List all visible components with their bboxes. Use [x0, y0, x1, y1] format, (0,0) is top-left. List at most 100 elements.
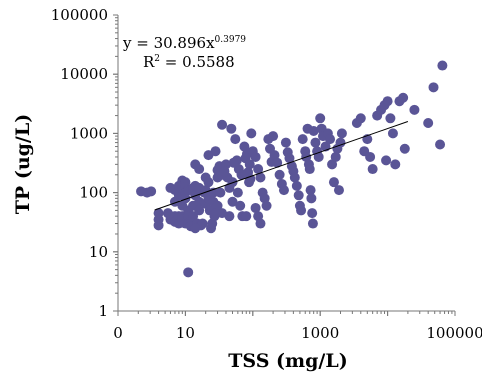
- r-squared-label: R: [143, 53, 155, 71]
- data-point: [255, 172, 266, 183]
- y-tick-label: 10000: [60, 65, 108, 83]
- data-point: [336, 128, 347, 139]
- data-points: [136, 60, 448, 278]
- data-point: [367, 164, 378, 175]
- data-point: [272, 157, 283, 168]
- data-point: [227, 177, 238, 188]
- trendline: [154, 121, 409, 211]
- data-point: [210, 146, 221, 157]
- x-tick-label: 100000: [426, 324, 482, 342]
- data-point: [253, 164, 264, 175]
- y-axis-title: TP (ug/L): [12, 114, 34, 214]
- y-tick-label: 100000: [51, 6, 108, 24]
- data-point: [230, 134, 241, 145]
- data-point: [387, 128, 398, 139]
- data-point: [146, 186, 157, 197]
- data-point: [236, 169, 247, 180]
- data-point: [245, 173, 256, 184]
- r-squared-value: = 0.5588: [160, 53, 235, 71]
- data-point: [250, 151, 261, 162]
- y-tick-label: 1000: [70, 124, 108, 142]
- data-point: [284, 153, 295, 164]
- data-point: [328, 177, 339, 188]
- data-point: [180, 193, 191, 204]
- data-point: [153, 220, 164, 231]
- data-point: [197, 218, 208, 229]
- data-point: [190, 223, 201, 234]
- data-point: [297, 134, 308, 145]
- data-point: [215, 187, 226, 198]
- data-point: [435, 139, 446, 150]
- data-point: [304, 164, 315, 175]
- data-point: [280, 137, 291, 148]
- data-point: [224, 211, 235, 222]
- y-tick-labels: 1 10 100 1000 10000 100000: [51, 6, 108, 320]
- data-point: [335, 137, 346, 148]
- data-point: [261, 200, 272, 211]
- data-point: [305, 185, 316, 196]
- data-point: [241, 211, 252, 222]
- trendline-equation-exponent: 0.3979: [215, 35, 247, 45]
- trendline-equation-base: y = 30.896x: [122, 34, 215, 52]
- data-point: [227, 196, 238, 207]
- data-point: [296, 205, 307, 216]
- data-point: [423, 117, 434, 128]
- data-point: [289, 172, 300, 183]
- y-tick-label: 1: [98, 302, 108, 320]
- data-point: [274, 169, 285, 180]
- data-point: [291, 180, 302, 191]
- data-point: [382, 96, 393, 107]
- data-point: [183, 267, 194, 278]
- data-point: [268, 131, 279, 142]
- data-point: [437, 60, 448, 71]
- data-point: [206, 223, 217, 234]
- data-point: [385, 113, 396, 124]
- data-point: [244, 159, 255, 170]
- y-tick-label: 10: [89, 243, 108, 261]
- data-point: [278, 185, 289, 196]
- data-point: [219, 166, 230, 177]
- data-point: [315, 113, 326, 124]
- data-point: [313, 151, 324, 162]
- data-point: [210, 208, 221, 219]
- data-point: [228, 157, 239, 168]
- data-point: [355, 113, 366, 124]
- x-axis-title: TSS (mg/L): [228, 350, 347, 372]
- data-point: [255, 218, 266, 229]
- data-point: [327, 159, 338, 170]
- data-point: [333, 185, 344, 196]
- trendline-r-squared: R2 = 0.5588: [143, 53, 235, 71]
- data-point: [307, 208, 318, 219]
- data-point: [330, 151, 341, 162]
- plot-area: 0 10 1000 100000 1 10 100 1000 10000 100000: [51, 6, 482, 342]
- x-tick-label: 0: [113, 324, 123, 342]
- data-point: [399, 143, 410, 154]
- data-point: [409, 104, 420, 115]
- data-point: [246, 128, 257, 139]
- data-point: [293, 190, 304, 201]
- x-minor-ticks: [117, 311, 456, 316]
- data-point: [381, 155, 392, 166]
- data-point: [203, 177, 214, 188]
- data-point: [306, 193, 317, 204]
- data-point: [310, 137, 321, 148]
- data-point: [232, 187, 243, 198]
- data-point: [359, 146, 370, 157]
- data-point: [194, 164, 205, 175]
- y-tick-label: 100: [79, 184, 108, 202]
- data-point: [269, 150, 280, 161]
- data-point: [308, 125, 319, 136]
- x-tick-label: 1000: [301, 324, 339, 342]
- data-point: [325, 134, 336, 145]
- x-tick-label: 10: [176, 324, 195, 342]
- data-point: [217, 119, 228, 130]
- data-point: [307, 218, 318, 229]
- x-tick-labels: 0 10 1000 100000: [113, 324, 482, 342]
- data-point: [250, 202, 261, 213]
- data-point: [226, 123, 237, 134]
- data-point: [390, 159, 401, 170]
- data-point: [398, 92, 409, 103]
- data-point: [235, 200, 246, 211]
- data-point: [194, 205, 205, 216]
